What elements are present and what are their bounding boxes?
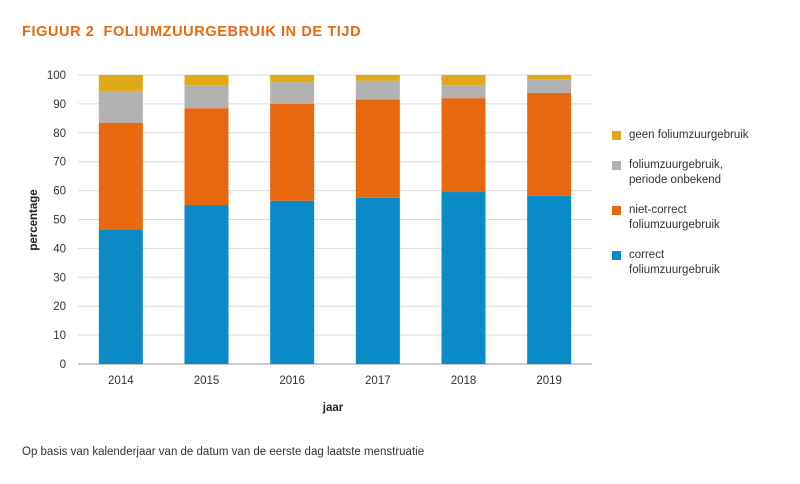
bar-segment-2016-s1 (270, 103, 315, 201)
footnote: Op basis van kalenderjaar van de datum v… (22, 446, 425, 458)
y-tick-label: 20 (53, 301, 66, 313)
x-tick-label: 2017 (365, 375, 391, 387)
bar-segment-2016-s3 (270, 75, 315, 83)
bar-segment-2014-s1 (98, 122, 143, 230)
y-tick-label: 80 (53, 128, 66, 140)
x-tick-label: 2015 (194, 375, 220, 387)
bar-segment-2019-s0 (527, 195, 572, 364)
legend-label: niet-correct foliumzuurgebruik (629, 204, 720, 231)
x-tick-labels: 2014 2015 2016 2017 2018 2019 (108, 375, 562, 387)
bars (98, 75, 572, 364)
legend-swatch (612, 161, 621, 170)
legend-label: geen foliumzuurgebruik (629, 129, 749, 141)
legend-item: correct foliumzuurgebruik (612, 248, 720, 278)
bar-segment-2018-s2 (441, 85, 486, 99)
x-axis-title: jaar (322, 402, 344, 414)
legend-swatch (612, 251, 621, 260)
bar-segment-2018-s0 (441, 192, 486, 364)
y-tick-label: 60 (53, 186, 66, 198)
y-tick-label: 10 (53, 330, 66, 342)
y-tick-label: 50 (53, 215, 66, 227)
legend-label: correct foliumzuurgebruik (629, 249, 720, 276)
x-tick-label: 2019 (536, 375, 562, 387)
x-tick-label: 2018 (451, 375, 477, 387)
bar-segment-2018-s1 (441, 98, 486, 193)
bar-segment-2017-s1 (355, 99, 400, 198)
figure-title-text: FOLIUMZUURGEBRUIK IN DE TIJD (103, 24, 362, 40)
legend-swatch (612, 131, 621, 140)
bar-segment-2018-s3 (441, 75, 486, 86)
figure-title: FIGUUR 2 FOLIUMZUURGEBRUIK IN DE TIJD (22, 24, 361, 40)
bar-segment-2017-s0 (355, 197, 400, 364)
grid-lines (78, 74, 592, 365)
bar-segment-2019-s3 (527, 75, 572, 80)
bar-segment-2014-s0 (98, 229, 143, 364)
y-tick-label: 40 (53, 243, 66, 255)
figure-number: FIGUUR 2 (22, 24, 95, 40)
bar-segment-2015-s1 (184, 108, 229, 206)
bar-segment-2017-s3 (355, 75, 400, 81)
x-tick-label: 2014 (108, 375, 134, 387)
y-tick-label: 0 (60, 359, 66, 371)
legend-item: foliumzuurgebruik, periode onbekend (612, 158, 723, 188)
legend-item: geen foliumzuurgebruik (612, 128, 749, 143)
x-tick-label: 2016 (279, 375, 305, 387)
bar-segment-2014-s3 (98, 75, 143, 91)
bar-segment-2014-s2 (98, 90, 143, 123)
bar-segment-2016-s0 (270, 200, 315, 364)
y-tick-label: 70 (53, 157, 66, 169)
y-tick-label: 90 (53, 99, 66, 111)
bar-segment-2019-s2 (527, 79, 572, 93)
y-tick-label: 30 (53, 272, 66, 284)
y-tick-label: 100 (47, 70, 66, 82)
legend-item: niet-correct foliumzuurgebruik (612, 203, 720, 233)
bar-segment-2015-s3 (184, 75, 229, 86)
y-tick-labels: 0 10 20 30 40 50 60 70 80 90 100 (47, 70, 66, 371)
bar-segment-2016-s2 (270, 82, 315, 104)
bar-segment-2015-s0 (184, 205, 229, 364)
bar-segment-2017-s2 (355, 80, 400, 100)
y-axis-title: percentage (28, 189, 40, 250)
bar-segment-2015-s2 (184, 85, 229, 109)
bar-segment-2019-s1 (527, 92, 572, 196)
legend-swatch (612, 206, 621, 215)
legend-label: foliumzuurgebruik, periode onbekend (629, 159, 723, 186)
